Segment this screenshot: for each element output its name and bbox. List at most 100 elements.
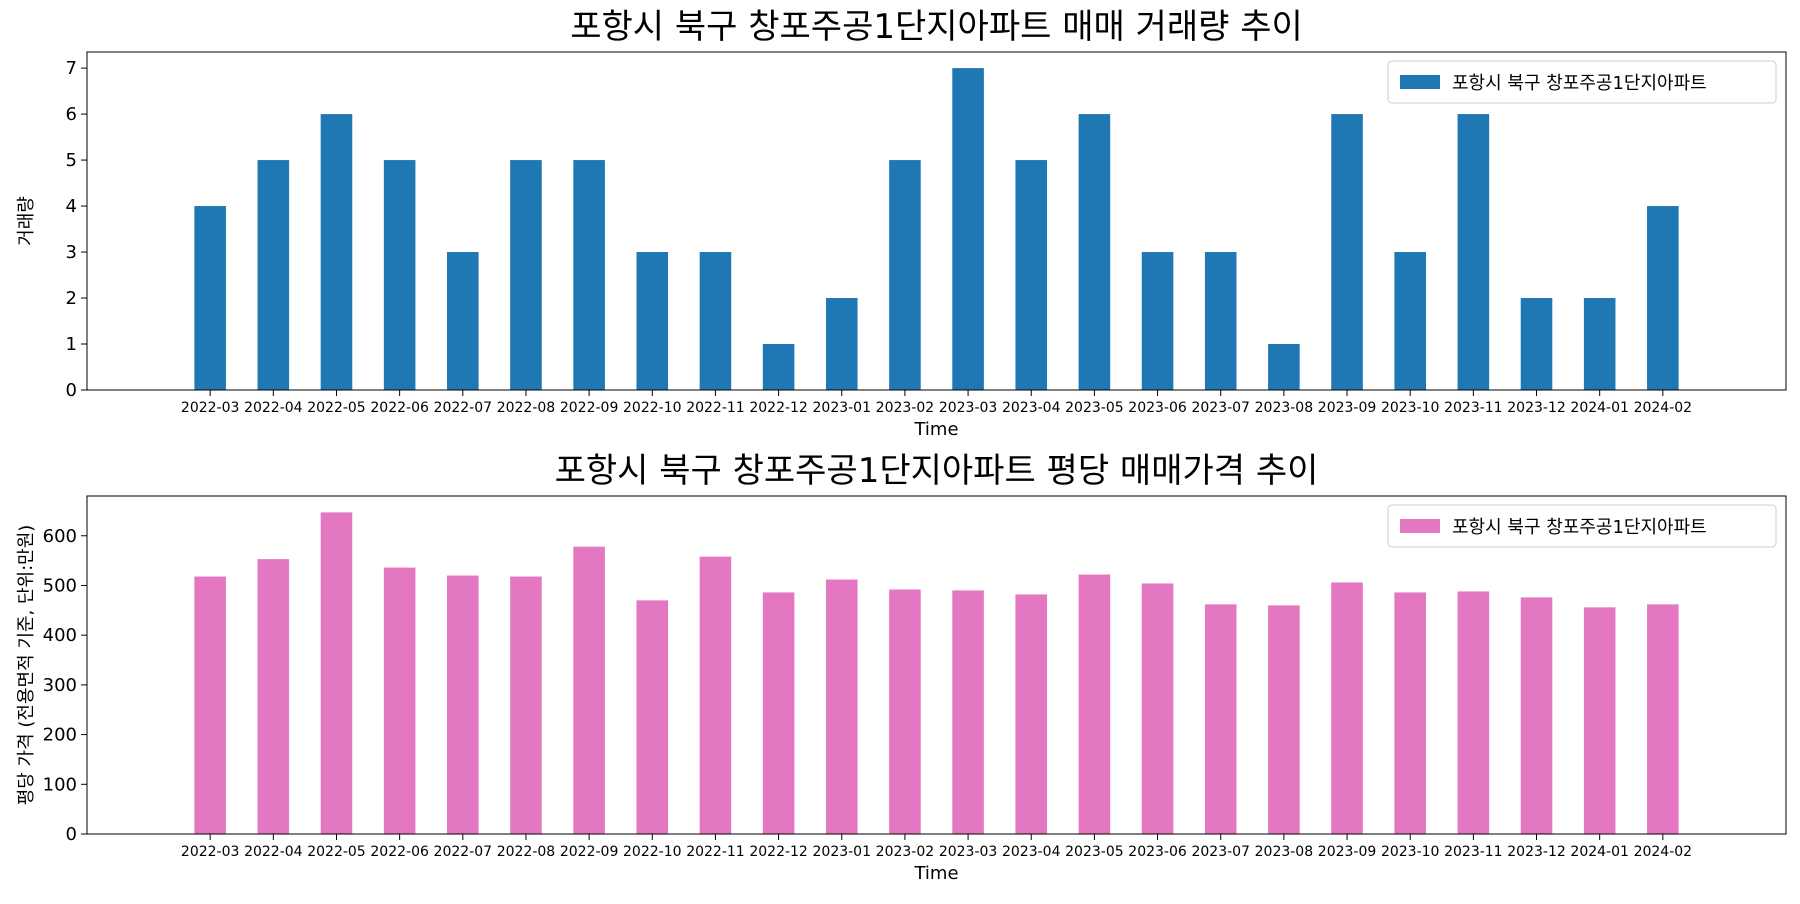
bar-2022-04 xyxy=(257,559,290,834)
x-tick-label: 2022-08 xyxy=(497,844,556,860)
y-tick-label: 0 xyxy=(66,824,77,845)
bar-2022-08 xyxy=(510,160,542,390)
legend-swatch xyxy=(1400,75,1440,89)
y-tick-label: 5 xyxy=(66,150,77,171)
bar-2022-12 xyxy=(762,344,795,390)
legend: 포항시 북구 창포주공1단지아파트 xyxy=(1387,504,1777,548)
legend-label: 포항시 북구 창포주공1단지아파트 xyxy=(1452,517,1707,538)
x-tick-label: 2023-11 xyxy=(1444,400,1503,416)
x-tick-label: 2022-03 xyxy=(181,844,240,860)
y-tick-label: 2 xyxy=(66,288,77,309)
bar-2023-01 xyxy=(825,579,858,834)
x-axis-label: Time xyxy=(913,419,958,440)
bar-2023-08 xyxy=(1268,344,1300,390)
bar-2023-07 xyxy=(1204,604,1237,834)
bar-2022-03 xyxy=(194,576,226,834)
legend-box xyxy=(1387,60,1777,104)
bar-2022-07 xyxy=(447,575,479,834)
bar-2023-12 xyxy=(1520,597,1553,834)
bar-2022-10 xyxy=(636,600,669,834)
x-tick-label: 2023-09 xyxy=(1318,400,1377,416)
y-tick-label: 4 xyxy=(66,196,77,217)
x-tick-label: 2023-10 xyxy=(1381,844,1440,860)
x-tick-label: 2023-01 xyxy=(813,400,872,416)
bar-2023-09 xyxy=(1331,114,1363,390)
bar-2022-05 xyxy=(320,114,353,390)
x-tick-label: 2023-08 xyxy=(1255,844,1314,860)
x-tick-label: 2023-11 xyxy=(1444,844,1503,860)
x-tick-label: 2022-08 xyxy=(497,400,556,416)
plot-frame xyxy=(86,495,1787,835)
bar-2023-06 xyxy=(1141,583,1174,834)
legend: 포항시 북구 창포주공1단지아파트 xyxy=(1387,60,1777,104)
x-tick-label: 2023-09 xyxy=(1318,844,1377,860)
x-tick-label: 2023-07 xyxy=(1191,844,1250,860)
bar-2023-01 xyxy=(825,298,858,390)
bar-2022-11 xyxy=(699,252,732,390)
bar-2024-01 xyxy=(1583,607,1616,834)
x-tick-label: 2023-12 xyxy=(1507,844,1566,860)
x-tick-label: 2022-12 xyxy=(749,400,808,416)
x-tick-label: 2024-01 xyxy=(1570,400,1629,416)
bar-2022-09 xyxy=(573,546,605,834)
chart-1: 포항시 북구 창포주공1단지아파트 매매 거래량 추이 0 1 2 3 4 5 6 7 2022-… xyxy=(16,7,1787,440)
bar-2023-11 xyxy=(1457,114,1490,390)
legend-label: 포항시 북구 창포주공1단지아파트 xyxy=(1452,73,1707,94)
x-tick-label: 2023-01 xyxy=(813,844,872,860)
bar-2022-06 xyxy=(383,160,416,390)
bar-2022-11 xyxy=(699,556,732,834)
chart-title: 포항시 북구 창포주공1단지아파트 평당 매매가격 추이 xyxy=(555,451,1319,491)
x-tick-label: 2023-06 xyxy=(1128,844,1187,860)
bar-2023-12 xyxy=(1520,298,1553,390)
bar-2024-02 xyxy=(1647,206,1679,390)
y-tick-label: 0 xyxy=(66,380,77,401)
bar-2022-03 xyxy=(194,206,226,390)
y-tick-label: 1 xyxy=(66,334,77,355)
bar-2022-06 xyxy=(383,567,416,834)
x-tick-label: 2023-05 xyxy=(1065,844,1124,860)
chart-2: 포항시 북구 창포주공1단지아파트 평당 매매가격 추이 0 100 200 300 40… xyxy=(16,451,1787,884)
y-tick-label: 500 xyxy=(43,575,77,596)
x-tick-label: 2023-07 xyxy=(1191,400,1250,416)
x-tick-label: 2023-08 xyxy=(1255,400,1314,416)
x-tick-label: 2023-02 xyxy=(876,400,935,416)
bar-2023-09 xyxy=(1331,582,1363,834)
x-tick-label: 2022-09 xyxy=(560,844,619,860)
x-tick-label: 2023-10 xyxy=(1381,400,1440,416)
y-tick-label: 200 xyxy=(43,725,77,746)
legend-swatch xyxy=(1400,519,1440,533)
x-tick-label: 2023-04 xyxy=(1002,844,1061,860)
x-tick-label: 2023-05 xyxy=(1065,400,1124,416)
y-tick-label: 7 xyxy=(66,58,77,79)
y-tick-label: 600 xyxy=(43,526,77,547)
y-tick-label: 3 xyxy=(66,242,77,263)
x-tick-label: 2022-10 xyxy=(623,400,682,416)
plot-frame xyxy=(86,51,1787,391)
x-tick-label: 2024-02 xyxy=(1634,844,1693,860)
x-axis-label: Time xyxy=(913,863,958,884)
bar-2023-04 xyxy=(1015,594,1048,834)
x-tick-label: 2024-02 xyxy=(1634,400,1693,416)
bar-2022-07 xyxy=(447,252,479,390)
y-tick-label: 400 xyxy=(43,625,77,646)
x-tick-label: 2022-05 xyxy=(307,844,366,860)
bar-2022-04 xyxy=(257,160,290,390)
y-tick-label: 6 xyxy=(66,104,77,125)
x-tick-label: 2022-04 xyxy=(244,844,303,860)
bar-2023-06 xyxy=(1141,252,1174,390)
bar-2023-05 xyxy=(1078,574,1111,834)
x-tick-label: 2022-06 xyxy=(370,844,429,860)
bar-2023-02 xyxy=(889,589,921,834)
bar-2022-10 xyxy=(636,252,669,390)
bar-2022-09 xyxy=(573,160,605,390)
bar-2023-03 xyxy=(952,590,984,834)
legend-box xyxy=(1387,504,1777,548)
bar-2024-02 xyxy=(1647,604,1679,834)
x-tick-label: 2022-04 xyxy=(244,400,303,416)
bar-2024-01 xyxy=(1583,298,1616,390)
x-tick-label: 2023-03 xyxy=(939,844,998,860)
x-tick-label: 2022-11 xyxy=(686,400,745,416)
x-tick-label: 2023-03 xyxy=(939,400,998,416)
